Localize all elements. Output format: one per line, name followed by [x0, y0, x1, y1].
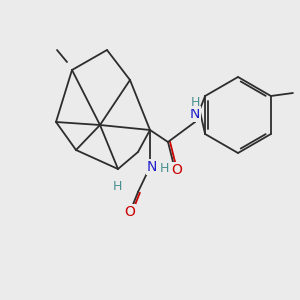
Text: H: H	[190, 95, 200, 109]
Text: O: O	[124, 205, 135, 219]
Text: H: H	[112, 179, 122, 193]
Text: H: H	[159, 163, 169, 176]
Text: N: N	[190, 107, 200, 121]
Text: O: O	[172, 163, 182, 177]
Text: N: N	[147, 160, 157, 174]
